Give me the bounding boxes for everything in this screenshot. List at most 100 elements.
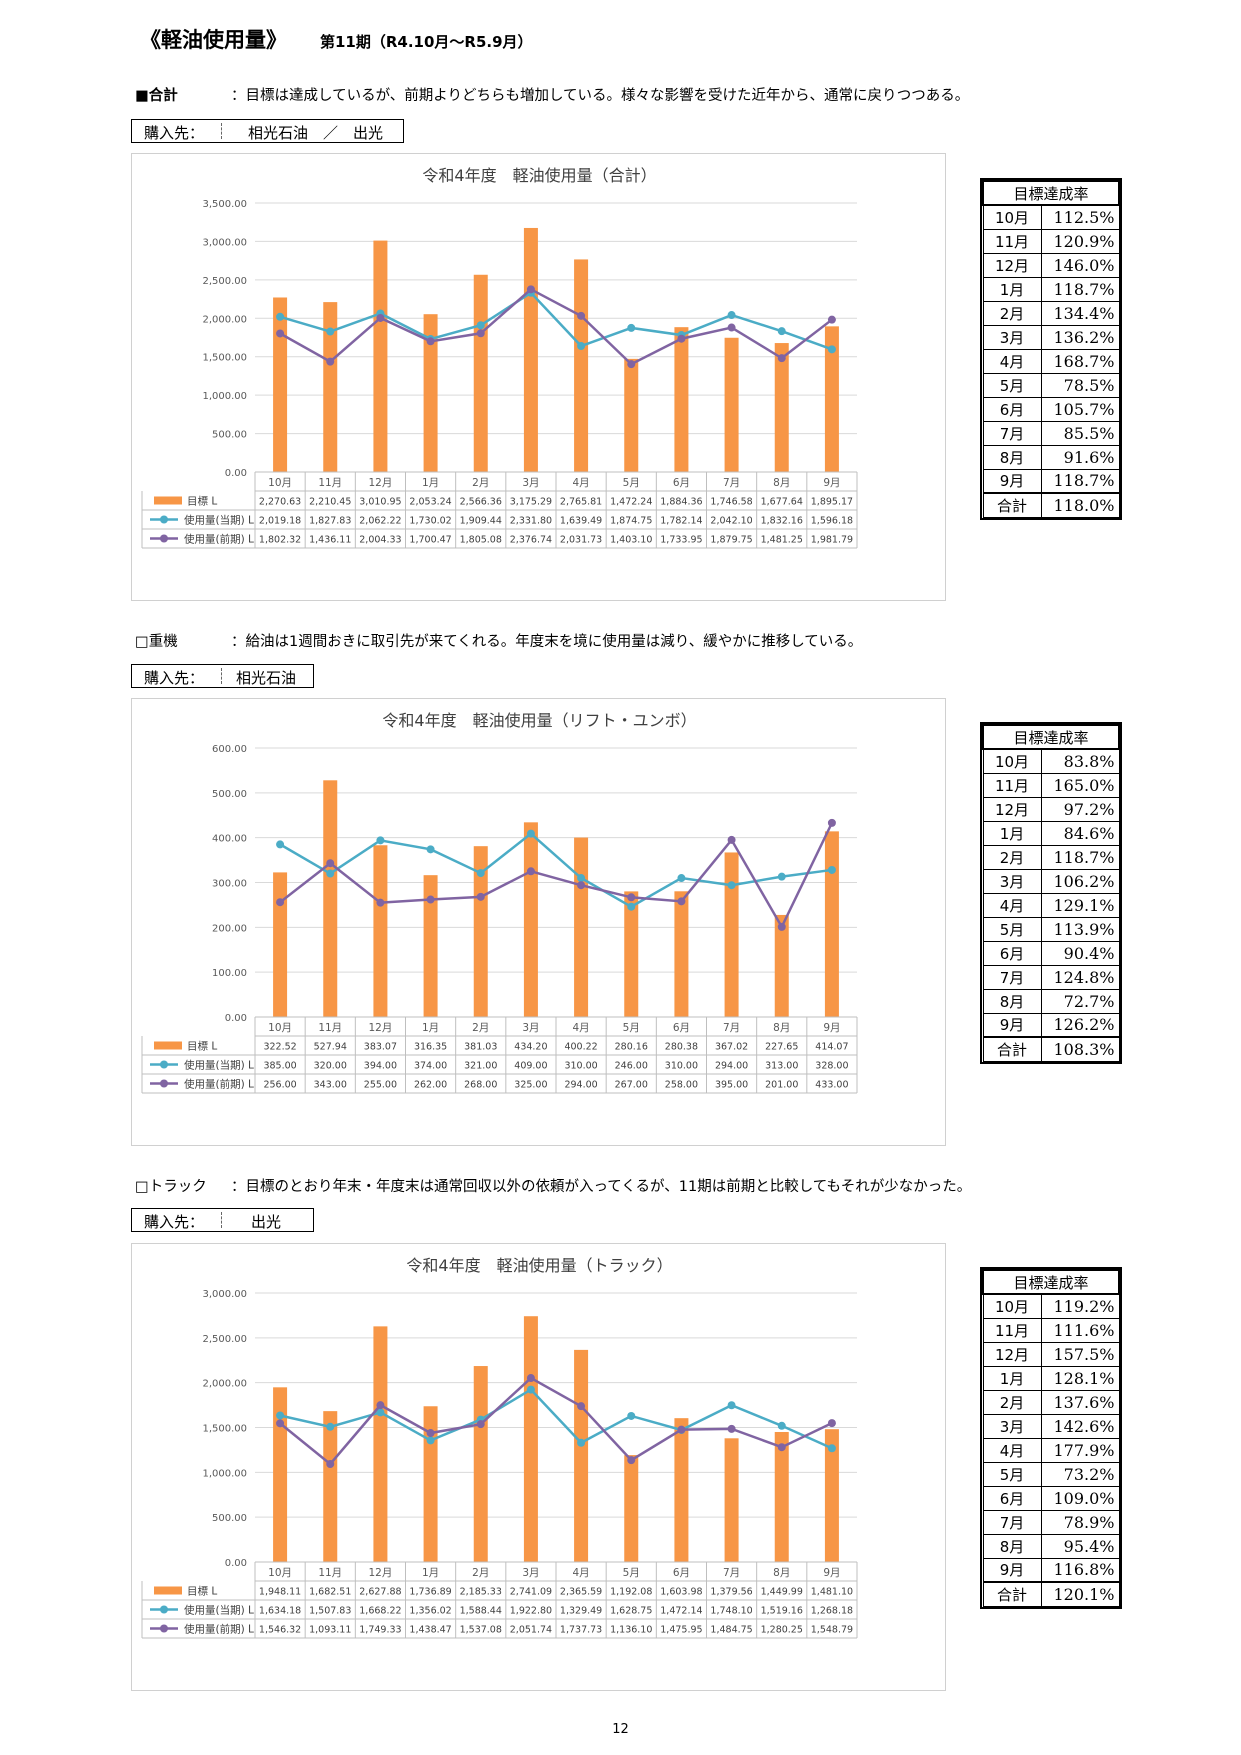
rate-value: 119.2% [1040,1293,1120,1319]
rate-value: 142.6% [1040,1413,1120,1439]
data-table-value: 313.00 [765,1061,798,1072]
data-table-value: 1,749.33 [359,1625,401,1636]
x-tick-label: 7月 [723,1567,740,1579]
data-table-value: 258.00 [665,1080,698,1091]
current-usage-point [727,1401,736,1410]
data-table-value: 374.00 [414,1061,447,1072]
x-tick-label: 9月 [823,1567,840,1579]
target-bar [724,337,739,472]
target-bar [373,1326,388,1562]
current-usage-point [627,902,636,911]
legend-key-marker [160,1624,168,1633]
target-bar [724,1438,739,1562]
rate-value: 168.7% [1040,348,1120,374]
data-table-value: 1,827.83 [309,516,351,527]
y-tick-label: 1,000.00 [202,391,247,402]
data-table-value: 1,481.10 [811,1587,853,1598]
data-table-value: 1,268.18 [811,1606,853,1617]
y-tick-label: 3,000.00 [202,237,247,248]
target-bar [824,1429,839,1562]
data-table-value: 1,472.24 [610,497,652,508]
current-usage-line [279,291,833,351]
previous-usage-point [526,867,535,876]
rate-value: 73.2% [1040,1461,1120,1487]
x-tick-label: 7月 [723,1022,740,1034]
rate-row: 5月 73.2% [982,1461,1120,1487]
x-tick-label: 12月 [368,1567,392,1579]
rate-value: 112.5% [1040,204,1120,230]
previous-usage-point [727,1424,736,1433]
x-tick-label: 3月 [522,477,539,489]
x-tick-label: 10月 [268,477,292,489]
rate-row: 9月 116.8% [982,1557,1120,1583]
legend-key-marker [160,1079,168,1088]
current-usage-point [727,311,736,320]
data-table-value: 527.94 [314,1042,347,1053]
rate-month: 10月 [982,204,1042,230]
x-tick-label: 9月 [823,1022,840,1034]
rate-value: 126.2% [1040,1012,1120,1038]
section-comment: ：目標のとおり年末・年度末は通常回収以外の依頼が入ってくるが、11期は前期と比較… [231,1179,972,1195]
rate-value: 78.9% [1040,1509,1120,1535]
current-usage-point [476,869,485,878]
y-tick-label: 3,500.00 [202,199,247,210]
rate-table-truck: 目標達成率 10月 119.2% 11月 111.6% 12月 157.5% 1月 128.1%… [980,1267,1122,1609]
data-table-value: 2,331.80 [510,516,552,527]
target-bar [373,240,388,472]
x-tick-label: 8月 [773,477,790,489]
target-bar [674,891,689,1017]
data-table-value: 1,472.14 [660,1606,702,1617]
target-bar [574,259,589,472]
data-table-value: 2,185.33 [460,1587,502,1598]
rate-month: 3月 [982,324,1042,350]
current-usage-point [577,874,586,883]
y-tick-label: 500.00 [212,430,247,441]
data-table-value: 1,548.79 [811,1625,853,1636]
current-usage-line [279,832,833,909]
data-table-value: 325.00 [514,1080,547,1091]
x-tick-label: 3月 [522,1022,539,1034]
section-comment: ：目標は達成しているが、前期よりどちらも増加している。様々な影響を受けた近年から… [231,88,970,104]
rate-value: 106.2% [1040,868,1120,894]
rate-month: 11月 [982,772,1042,798]
legend-label: 目標 L [187,1585,217,1598]
supplier-value: 相光石油 ／ 出光 [248,124,384,142]
data-table-value: 227.65 [765,1042,798,1053]
rate-month: 2月 [982,844,1042,870]
rate-value: 136.2% [1040,324,1120,350]
data-table-value: 1,730.02 [409,516,451,527]
data-table-value: 1,805.08 [460,535,502,546]
data-table-value: 2,051.74 [510,1625,552,1636]
rate-value: 137.6% [1040,1389,1120,1415]
previous-usage-point [326,1459,335,1468]
target-bar [423,875,438,1017]
rate-month: 11月 [982,228,1042,254]
rate-row: 3月 142.6% [982,1413,1120,1439]
data-table-value: 267.00 [615,1080,648,1091]
legend-key-marker [160,534,168,543]
y-tick-label: 2,500.00 [202,1334,247,1345]
y-tick-label: 200.00 [212,923,247,934]
data-table-value: 434.20 [514,1042,547,1053]
rate-row: 6月 109.0% [982,1485,1120,1511]
page-number: 12 [612,1722,629,1737]
document-period: 第11期（R4.10月～R5.9月） [320,33,533,51]
legend-label: 目標 L [187,1040,217,1053]
y-tick-label: 400.00 [212,834,247,845]
rate-value: 105.7% [1040,396,1120,422]
chart-title: 令和4年度 軽油使用量（リフト・ユンボ） [382,711,696,730]
rate-month: 1月 [982,1365,1042,1391]
x-tick-label: 8月 [773,1022,790,1034]
data-table-value: 381.03 [464,1042,497,1053]
data-table-value: 1,879.75 [710,535,752,546]
previous-usage-point [627,360,636,369]
previous-usage-point [677,334,686,343]
rate-row: 12月 157.5% [982,1341,1120,1367]
data-table-value: 1,596.18 [811,516,853,527]
previous-usage-point [727,323,736,332]
rate-row: 8月 95.4% [982,1533,1120,1559]
chart-title: 令和4年度 軽油使用量（合計） [422,166,656,185]
chart-panel-truck: 令和4年度 軽油使用量（トラック） 0.00 500.00 1,000.00 1,500… [131,1243,946,1691]
rate-month: 9月 [982,468,1042,494]
current-usage-point [827,1444,836,1453]
